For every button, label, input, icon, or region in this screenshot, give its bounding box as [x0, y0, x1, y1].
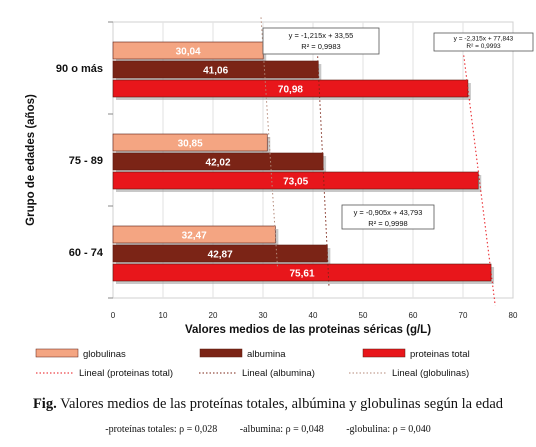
- equation-box: [433, 32, 534, 52]
- x-tick-label: 10: [159, 311, 168, 320]
- x-tick-label: 30: [259, 311, 268, 320]
- x-tick-label: 0: [111, 311, 116, 320]
- legend-label-proteinas-total: proteinas total: [410, 349, 470, 360]
- stat-albumina: -albumina: ρ = 0,048: [239, 424, 324, 435]
- trend-r2: R² = 0,9983: [301, 42, 340, 51]
- x-axis-title: Valores medios de las proteinas séricas …: [185, 324, 431, 336]
- data-label: 32,47: [182, 231, 207, 242]
- data-label: 30,04: [176, 47, 201, 58]
- trend-r2: R² = 0,9998: [368, 219, 407, 228]
- bar-globulinas: [112, 133, 268, 152]
- correlation-stats: -proteínas totales: ρ = 0,028 -albumina:…: [0, 424, 536, 435]
- data-label: 70,98: [278, 85, 303, 96]
- x-tick-label: 40: [309, 311, 318, 320]
- data-label: 75,61: [290, 269, 315, 280]
- legend-label-lineal-proteinas-total: Lineal (proteinas total): [79, 368, 173, 379]
- trendline-lineal-globulinas: [260, 17, 279, 268]
- stat-proteinas: -proteínas totales: ρ = 0,028: [105, 424, 218, 435]
- x-tick-label: 70: [459, 311, 468, 320]
- legend-swatch-proteinas-total: [362, 348, 406, 358]
- legend-swatch-albumina: [199, 348, 243, 358]
- equation-box: [341, 204, 435, 230]
- caption-text: Valores medios de las proteínas totales,…: [56, 396, 504, 412]
- x-tick-label: 60: [409, 311, 418, 320]
- x-tick-label: 20: [209, 311, 218, 320]
- y-category-label: 75 - 89: [69, 155, 103, 167]
- caption-prefix: Fig.: [32, 396, 57, 412]
- y-axis-title: Grupo de edades (años): [25, 94, 37, 226]
- data-label: 30,85: [178, 139, 203, 150]
- bar-proteinas-total: [112, 263, 492, 282]
- legend-label-globulinas: globulinas: [83, 349, 126, 360]
- y-category-label: 90 o más: [56, 63, 103, 75]
- data-label: 41,06: [203, 66, 228, 77]
- trend-r2: R² = 0,9993: [466, 43, 501, 50]
- trend-equation: y = -1,215x + 33,55: [289, 31, 354, 40]
- trend-equation: y = -0,905x + 43,793: [354, 208, 423, 217]
- legend-label-lineal-globulinas: Lineal (globulinas): [392, 368, 469, 379]
- bar-proteinas-total: [112, 171, 479, 190]
- x-tick-label: 80: [509, 311, 518, 320]
- y-category-label: 60 - 74: [69, 247, 104, 259]
- bar-globulinas: [112, 225, 276, 244]
- data-label: 42,87: [208, 250, 233, 261]
- data-label: 73,05: [283, 177, 308, 188]
- trend-equation: y = -2,315x + 77,843: [454, 36, 514, 43]
- legend-swatch-globulinas: [35, 348, 79, 358]
- figure-caption: Fig. Valores medios de las proteínas tot…: [0, 396, 536, 413]
- trendline-lineal-albumina: [316, 36, 330, 287]
- legend-label-lineal-albumina: Lineal (albumina): [242, 368, 315, 379]
- equation-box: [262, 27, 380, 55]
- x-tick-label: 50: [359, 311, 368, 320]
- legend-label-albumina: albumina: [247, 349, 286, 360]
- data-label: 42,02: [206, 158, 231, 169]
- stat-globulina: -globulina: ρ = 0,040: [346, 424, 431, 435]
